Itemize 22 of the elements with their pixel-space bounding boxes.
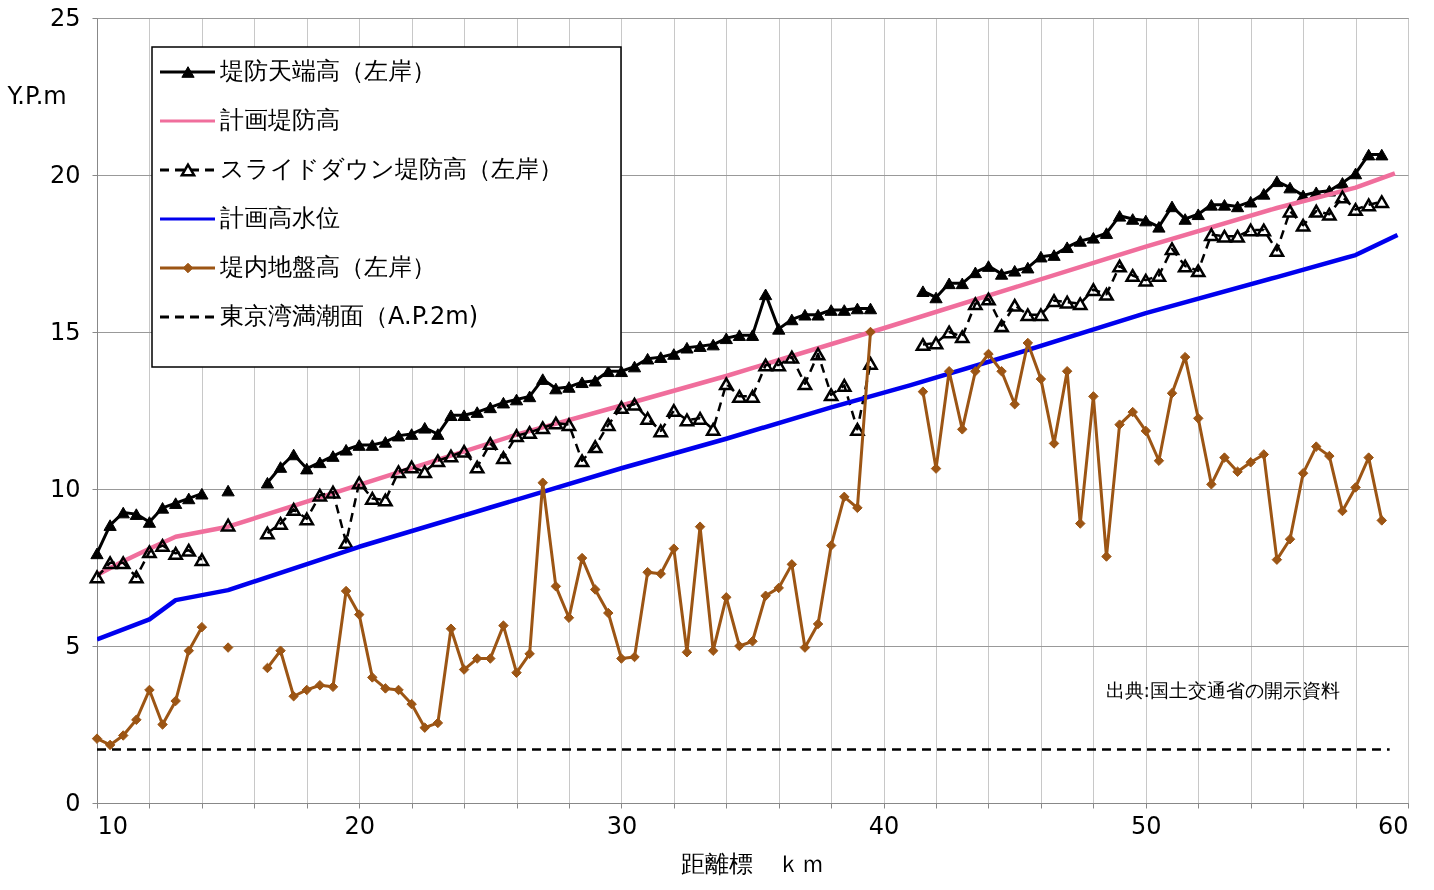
- legend-label: 計画高水位: [220, 204, 340, 232]
- line-series: [97, 232, 1400, 642]
- y-tick-label: 5: [65, 631, 81, 660]
- legend-label: スライドダウン堤防高（左岸）: [220, 155, 563, 183]
- y-tick-label: 20: [49, 160, 81, 189]
- x-tick-label: 30: [606, 811, 638, 840]
- y-tick-label: 0: [65, 788, 81, 817]
- x-tick-label: 40: [868, 811, 900, 840]
- y-tick-label: 15: [49, 317, 81, 346]
- x-tick-label: 20: [344, 811, 375, 840]
- legend-label: 東京湾満潮面（A.P.2m): [220, 302, 478, 330]
- x-tick-label: 10: [97, 811, 129, 840]
- annotation: 出典:国土交通省の開示資料: [1105, 679, 1340, 701]
- x-tick-label: 60: [1377, 811, 1409, 840]
- x-tick-label: 50: [1131, 811, 1162, 840]
- y-tick-label: 10: [49, 474, 81, 503]
- y-tick-label: 25: [49, 3, 81, 32]
- y-axis-title: Y.P.m: [6, 81, 67, 110]
- x-axis-title: 距離標 ｋｍ: [681, 849, 825, 878]
- legend-label: 堤防天端高（左岸）: [219, 57, 436, 85]
- legend-label: 堤内地盤高（左岸）: [219, 253, 436, 281]
- legend-label: 計画堤防高: [220, 106, 340, 134]
